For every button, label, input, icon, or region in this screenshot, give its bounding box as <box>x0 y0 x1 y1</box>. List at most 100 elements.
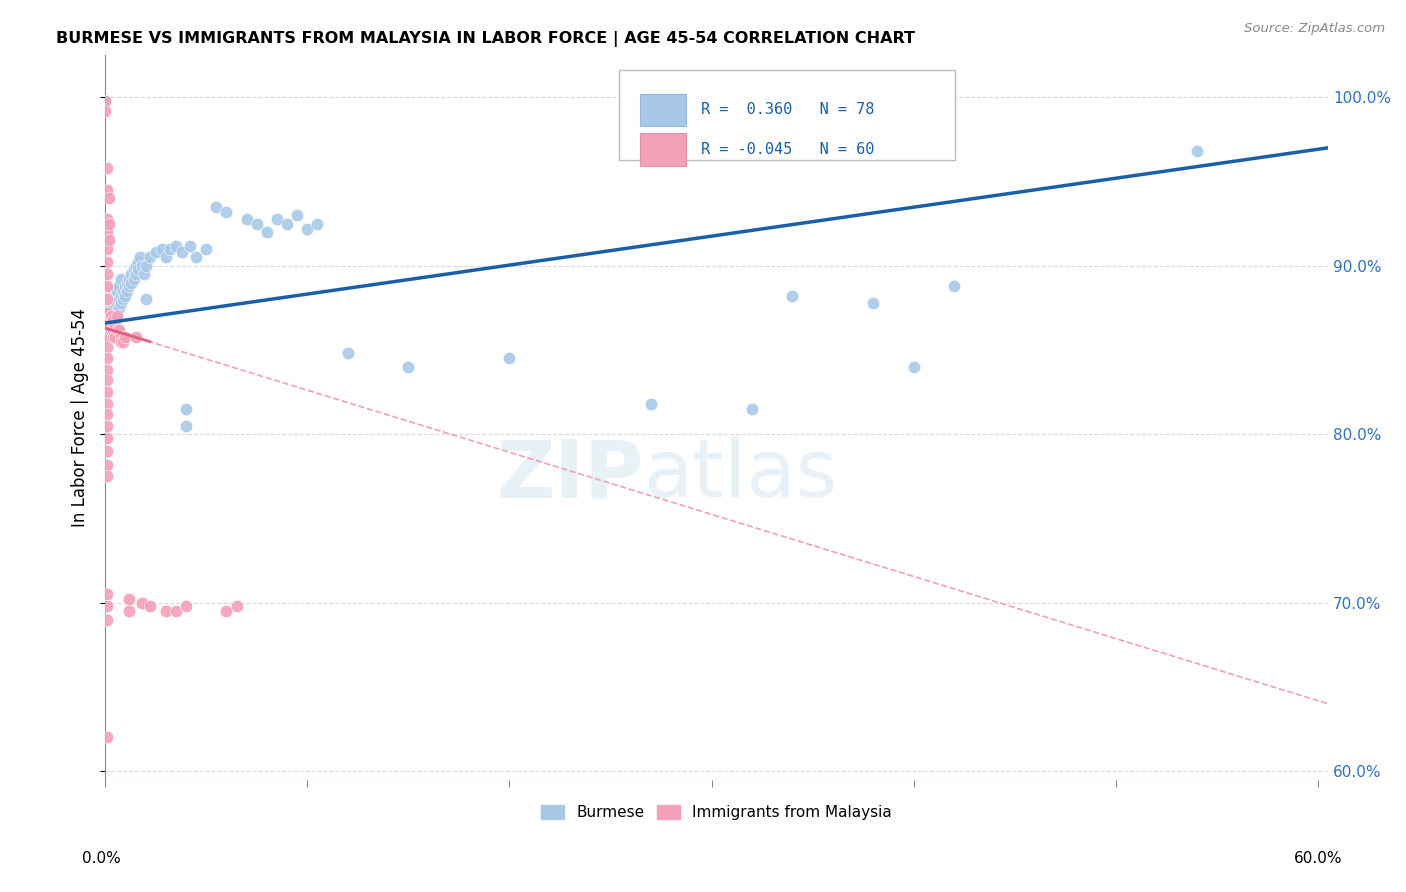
Point <box>98 295 121 310</box>
Point <box>96 418 118 433</box>
Point <box>174 599 197 613</box>
Point <box>96 267 118 281</box>
Point <box>165 604 187 618</box>
Point <box>121 276 143 290</box>
Point <box>96 407 118 421</box>
Point <box>155 604 177 618</box>
Point <box>96 329 118 343</box>
Point <box>145 245 167 260</box>
Point <box>118 272 141 286</box>
Point <box>100 284 122 298</box>
Point <box>96 225 118 239</box>
FancyBboxPatch shape <box>640 94 686 126</box>
Point <box>114 289 136 303</box>
Point <box>155 250 177 264</box>
Point <box>782 289 804 303</box>
Point <box>124 259 146 273</box>
Point <box>100 310 122 324</box>
Point <box>246 217 269 231</box>
Point <box>96 279 118 293</box>
Point <box>135 259 157 273</box>
Point <box>1185 144 1208 158</box>
Point <box>741 401 763 416</box>
Point <box>108 301 131 315</box>
Point <box>138 599 160 613</box>
Point <box>103 293 125 307</box>
Point <box>862 295 884 310</box>
Point <box>124 267 146 281</box>
Point <box>100 323 122 337</box>
Point <box>96 255 118 269</box>
Point <box>103 312 125 326</box>
Point <box>131 596 153 610</box>
Point <box>94 103 117 118</box>
Point <box>128 250 150 264</box>
Point <box>235 211 257 226</box>
Point <box>276 217 298 231</box>
Point <box>205 200 228 214</box>
FancyBboxPatch shape <box>619 70 955 161</box>
Point <box>103 312 125 326</box>
Point <box>96 161 118 175</box>
Point <box>943 279 966 293</box>
Point <box>96 211 118 226</box>
Text: ZIP: ZIP <box>496 436 644 515</box>
Point <box>112 293 135 307</box>
Point <box>105 310 128 324</box>
Point <box>108 293 131 307</box>
Point <box>174 418 197 433</box>
Point <box>186 250 208 264</box>
Point <box>112 284 135 298</box>
Point <box>96 397 118 411</box>
Point <box>112 334 135 349</box>
Point <box>96 731 118 745</box>
Point <box>127 255 149 269</box>
Point <box>110 329 132 343</box>
Point <box>96 301 118 315</box>
Text: 60.0%: 60.0% <box>1295 851 1343 865</box>
Point <box>100 310 122 324</box>
Point <box>96 340 118 354</box>
Point <box>94 94 117 108</box>
Point <box>104 310 127 324</box>
Point <box>98 306 121 320</box>
Point <box>138 250 160 264</box>
Point <box>96 183 118 197</box>
Point <box>96 444 118 458</box>
Point <box>96 306 118 320</box>
Point <box>108 279 131 293</box>
Point <box>96 373 118 387</box>
Point <box>96 385 118 400</box>
Point <box>103 323 125 337</box>
Point <box>215 204 238 219</box>
Point <box>105 306 128 320</box>
Point <box>108 323 131 337</box>
Point <box>396 359 419 374</box>
FancyBboxPatch shape <box>640 134 686 166</box>
Point <box>98 312 121 326</box>
Point <box>103 329 125 343</box>
Point <box>98 191 121 205</box>
Point <box>256 225 278 239</box>
Text: R = -0.045   N = 60: R = -0.045 N = 60 <box>700 142 875 157</box>
Point <box>96 310 118 324</box>
Point <box>103 299 125 313</box>
Point <box>285 208 308 222</box>
Point <box>165 238 187 252</box>
Y-axis label: In Labor Force | Age 45-54: In Labor Force | Age 45-54 <box>72 308 89 527</box>
Point <box>100 301 122 315</box>
Point <box>98 217 121 231</box>
Point <box>307 217 329 231</box>
Point <box>104 301 127 315</box>
Point <box>96 458 118 472</box>
Point <box>96 242 118 256</box>
Point <box>96 293 118 307</box>
Point <box>103 306 125 320</box>
Point <box>110 289 132 303</box>
Point <box>118 604 141 618</box>
Point <box>266 211 288 226</box>
Point <box>110 272 132 286</box>
Point <box>105 284 128 298</box>
Point <box>114 279 136 293</box>
Point <box>225 599 247 613</box>
